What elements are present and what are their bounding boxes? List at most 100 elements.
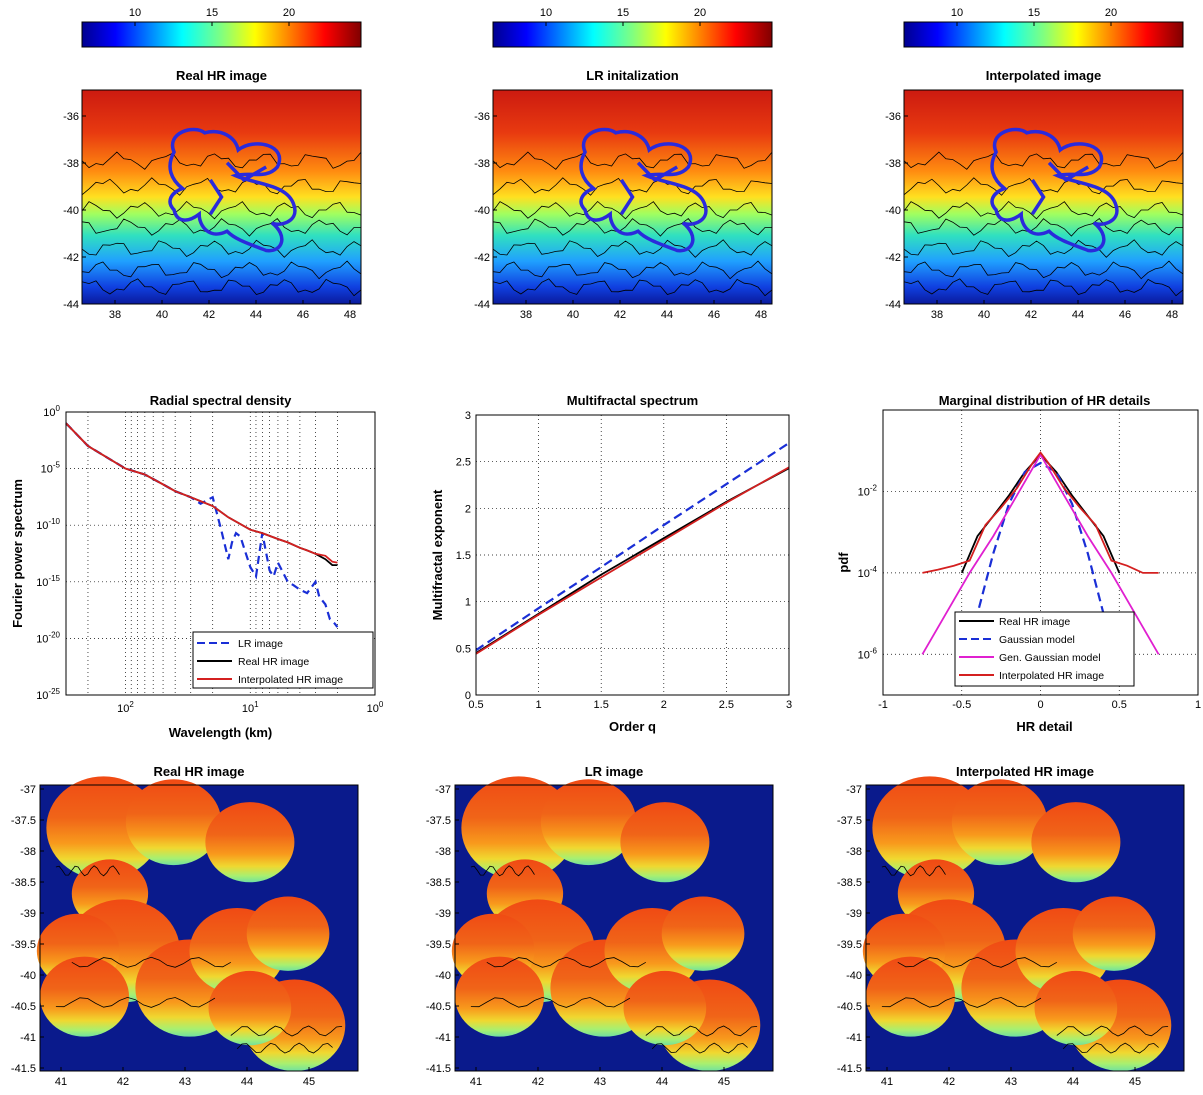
y-tick-label: -41.5 bbox=[837, 1063, 862, 1075]
x-tick-label: 45 bbox=[1129, 1076, 1141, 1088]
y-tick-label: -38 bbox=[846, 846, 862, 858]
contour-line bbox=[903, 239, 1184, 258]
legend: LR image Real HR image Interpolated HR ima… bbox=[192, 631, 374, 689]
y-tick-label: -37 bbox=[20, 784, 36, 796]
colorbar-gradient bbox=[492, 21, 773, 48]
y-axis-label: pdf bbox=[836, 552, 851, 573]
x-tick-label: 44 bbox=[250, 309, 262, 321]
contour-line bbox=[81, 151, 362, 170]
series-line bbox=[475, 442, 790, 652]
axes-frame bbox=[475, 414, 790, 696]
contour-line bbox=[645, 1025, 758, 1037]
y-tick-label: 1 bbox=[465, 597, 471, 609]
map-frame bbox=[39, 784, 359, 1072]
series-line bbox=[921, 452, 1160, 655]
y-tick-label: -44 bbox=[885, 299, 901, 311]
y-tick-label: -41.5 bbox=[11, 1063, 36, 1075]
contour-line bbox=[486, 956, 646, 968]
map-contours bbox=[470, 865, 758, 1054]
y-tick-label: 10-20 bbox=[36, 630, 60, 645]
legend-label: Real HR image bbox=[238, 656, 309, 668]
colorbar-tick-label: 10 bbox=[951, 7, 963, 19]
series-line bbox=[475, 466, 790, 655]
map-top: LR initalization -36 -38 -40 -42 -44 38 40 42 44 4… bbox=[474, 68, 772, 321]
series-line bbox=[960, 461, 1121, 676]
series-line bbox=[922, 451, 1159, 574]
colorbar-tick-label: 15 bbox=[617, 7, 629, 19]
contour-line bbox=[1056, 1025, 1169, 1037]
contour-line bbox=[81, 200, 362, 220]
map-frame bbox=[903, 89, 1184, 305]
y-tick-label: -40 bbox=[846, 970, 862, 982]
y-tick-label: -41 bbox=[846, 1032, 862, 1044]
contour-line bbox=[492, 278, 773, 297]
y-tick-label: -38 bbox=[885, 158, 901, 170]
y-tick-label: -38.5 bbox=[837, 877, 862, 889]
x-tick-label: 2.5 bbox=[719, 699, 734, 711]
x-tick-label: 46 bbox=[708, 309, 720, 321]
y-tick-label: 10-2 bbox=[858, 483, 878, 498]
x-tick-label: 44 bbox=[1072, 309, 1084, 321]
y-tick-label: -37.5 bbox=[426, 815, 451, 827]
x-tick-label: 38 bbox=[931, 309, 943, 321]
map-bottom: Interpolated HR image -37 -37.5 -38 -38.5 -39… bbox=[837, 764, 1185, 1088]
colorbar-tick-label: 20 bbox=[1105, 7, 1117, 19]
chart-title: Radial spectral density bbox=[150, 393, 292, 408]
y-tick-label: -38 bbox=[435, 846, 451, 858]
x-tick-label: 48 bbox=[755, 309, 767, 321]
y-tick-label: -40 bbox=[885, 205, 901, 217]
map-title: LR image bbox=[585, 764, 644, 779]
contour-line bbox=[881, 865, 946, 877]
x-tick-label: 48 bbox=[1166, 309, 1178, 321]
y-tick-label: -38 bbox=[63, 158, 79, 170]
x-tick-label: 1.5 bbox=[594, 699, 609, 711]
legend-box bbox=[954, 611, 1135, 687]
y-tick-label: -44 bbox=[63, 299, 79, 311]
x-tick-label: 44 bbox=[241, 1076, 253, 1088]
colorbar-tick-label: 10 bbox=[129, 7, 141, 19]
x-axis-label: Order q bbox=[609, 719, 656, 734]
y-axis-label: Fourier power spectrum bbox=[10, 479, 25, 628]
map-contours bbox=[903, 151, 1184, 297]
y-tick-label: -40 bbox=[474, 205, 490, 217]
x-tick-label: 1 bbox=[536, 699, 542, 711]
x-tick-label: 43 bbox=[1005, 1076, 1017, 1088]
y-tick-label: -41 bbox=[20, 1032, 36, 1044]
grid bbox=[476, 415, 789, 695]
y-tick-label: -39.5 bbox=[837, 939, 862, 951]
legend-label: Real HR image bbox=[999, 616, 1070, 628]
x-tick-label: 0 bbox=[1037, 699, 1043, 711]
y-tick-label: 10-5 bbox=[41, 461, 61, 476]
y-tick-label: 10-4 bbox=[858, 565, 878, 580]
contour-line bbox=[81, 260, 362, 280]
map-frame bbox=[454, 784, 774, 1072]
x-tick-label: 45 bbox=[718, 1076, 730, 1088]
x-tick-label: 41 bbox=[55, 1076, 67, 1088]
x-tick-label: 42 bbox=[532, 1076, 544, 1088]
contour-line bbox=[236, 1042, 333, 1054]
x-tick-label: 2 bbox=[661, 699, 667, 711]
x-tick-label: 41 bbox=[470, 1076, 482, 1088]
y-tick-label: -42 bbox=[63, 252, 79, 264]
y-tick-label: -42 bbox=[474, 252, 490, 264]
y-tick-label: -40 bbox=[435, 970, 451, 982]
x-tick-label: 48 bbox=[344, 309, 356, 321]
map-contours bbox=[881, 865, 1169, 1054]
contour-line bbox=[903, 177, 1184, 196]
y-tick-label: -39 bbox=[20, 908, 36, 920]
y-tick-label: -39.5 bbox=[426, 939, 451, 951]
x-axis-label: Wavelength (km) bbox=[169, 725, 273, 740]
contour-line bbox=[55, 996, 216, 1008]
y-tick-label: -40 bbox=[20, 970, 36, 982]
contour-line bbox=[81, 218, 361, 237]
x-tick-label: 38 bbox=[520, 309, 532, 321]
region-outline-path bbox=[581, 129, 706, 250]
x-tick-label: 0.5 bbox=[468, 699, 483, 711]
map-bottom: LR image -37 -37.5 -38 -38.5 -39 -39.5 -40 -40.5… bbox=[426, 764, 774, 1088]
y-tick-label: -38 bbox=[20, 846, 36, 858]
contour-line bbox=[492, 177, 773, 196]
x-tick-label: 42 bbox=[117, 1076, 129, 1088]
contour-line bbox=[903, 151, 1184, 170]
contour-line bbox=[492, 239, 773, 258]
map-top: Interpolated image -36 -38 -40 -42 -44 38 40 42 4… bbox=[885, 68, 1183, 321]
